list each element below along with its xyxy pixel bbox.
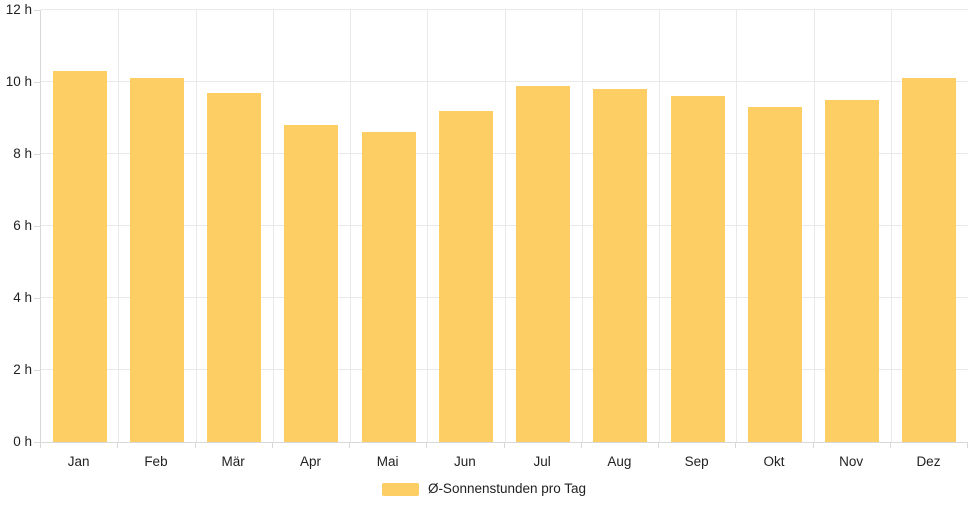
bar-feb[interactable] [129,78,184,442]
x-axis-tick [581,443,582,448]
bar-sep[interactable] [670,96,725,442]
x-axis-label-nov: Nov [839,454,864,469]
gridline-horizontal [41,369,968,370]
bar-jul[interactable] [516,85,571,442]
gridline-vertical [659,10,660,442]
x-axis-label-apr: Apr [299,454,321,469]
bar-mai[interactable] [361,132,416,442]
x-axis-label-mai: Mai [376,454,399,469]
gridline-horizontal [41,225,968,226]
bar-okt[interactable] [747,107,802,442]
x-axis-label-jun: Jun [454,454,476,469]
gridline-vertical [427,10,428,442]
y-axis-tick-label: 0 h [13,434,32,449]
x-axis-label-jul: Jul [533,454,551,469]
x-axis-tick [426,443,427,448]
bar-nov[interactable] [825,100,880,442]
gridline-horizontal [41,81,968,82]
y-axis-tick-label: 12 h [5,2,32,17]
bar-aug[interactable] [593,89,648,442]
bar-dez[interactable] [902,78,957,442]
y-axis-tick-label: 6 h [13,218,32,233]
gridline-vertical [505,10,506,442]
gridline-horizontal [41,9,968,10]
bar-jun[interactable] [438,110,493,442]
gridline-vertical [350,10,351,442]
x-axis-label-okt: Okt [763,454,785,469]
legend-series-label: Ø-Sonnenstunden pro Tag [427,481,587,496]
y-axis-tick-label: 4 h [13,290,32,305]
y-axis-tick-label: 10 h [5,74,32,89]
x-axis-tick [735,443,736,448]
y-axis-tick [34,154,40,155]
gridline-vertical [891,10,892,442]
y-axis-tick-label: 2 h [13,362,32,377]
x-axis-label-jan: Jan [67,454,90,469]
gridline-horizontal [41,153,968,154]
legend-item[interactable]: Ø-Sonnenstunden pro Tag [0,481,968,497]
x-axis-label-dez: Dez [916,454,941,469]
x-axis-tick [658,443,659,448]
x-axis-tick [349,443,350,448]
y-axis-tick [34,442,40,443]
gridline-vertical [736,10,737,442]
gridline-vertical [582,10,583,442]
x-axis-tick [272,443,273,448]
x-axis-tick [117,443,118,448]
gridline-vertical [196,10,197,442]
x-axis-tick [504,443,505,448]
y-axis-tick-label: 8 h [13,146,32,161]
gridline-vertical [118,10,119,442]
y-axis-tick [34,226,40,227]
plot-area [40,9,968,443]
x-axis-tick [40,443,41,448]
y-axis-tick [34,370,40,371]
x-axis-label-mär: Mär [221,454,245,469]
y-axis-tick [34,298,40,299]
bar-apr[interactable] [284,125,339,442]
y-axis-tick [34,82,40,83]
bar-jan[interactable] [52,71,107,442]
x-axis-tick [195,443,196,448]
x-axis-tick [813,443,814,448]
gridline-horizontal [41,297,968,298]
x-axis-label-sep: Sep [684,454,709,469]
gridline-vertical [273,10,274,442]
legend-swatch [381,482,419,496]
x-axis-tick [890,443,891,448]
x-axis-label-feb: Feb [144,454,168,469]
gridline-vertical [814,10,815,442]
bar-mär[interactable] [207,92,262,442]
y-axis-tick [34,10,40,11]
x-axis-label-aug: Aug [607,454,632,469]
